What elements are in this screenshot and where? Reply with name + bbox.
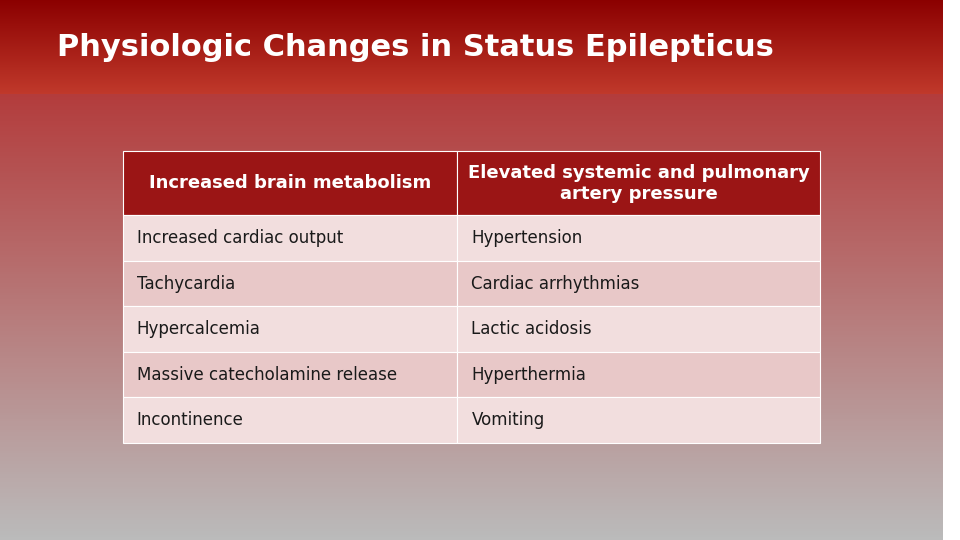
Text: Increased cardiac output: Increased cardiac output [136, 229, 343, 247]
Bar [123, 215, 457, 261]
Bar [457, 352, 820, 397]
Text: Elevated systemic and pulmonary
artery pressure: Elevated systemic and pulmonary artery p… [468, 164, 809, 202]
Text: Cardiac arrhythmias: Cardiac arrhythmias [471, 274, 639, 293]
Bar [123, 352, 457, 397]
Bar [457, 306, 820, 352]
Bar [123, 261, 457, 306]
Text: Incontinence: Incontinence [136, 411, 244, 429]
Text: Tachycardia: Tachycardia [136, 274, 235, 293]
Text: Hyperthermia: Hyperthermia [471, 366, 587, 383]
Text: Massive catecholamine release: Massive catecholamine release [136, 366, 396, 383]
Bar [123, 397, 457, 443]
Bar [457, 215, 820, 261]
Bar [457, 151, 820, 215]
Bar [457, 261, 820, 306]
Bar [457, 397, 820, 443]
Text: Lactic acidosis: Lactic acidosis [471, 320, 592, 338]
Bar [123, 306, 457, 352]
Text: Vomiting: Vomiting [471, 411, 544, 429]
Text: Hypertension: Hypertension [471, 229, 583, 247]
Text: Hypercalcemia: Hypercalcemia [136, 320, 260, 338]
Bar [123, 151, 457, 215]
Text: Increased brain metabolism: Increased brain metabolism [149, 174, 431, 192]
Text: Physiologic Changes in Status Epilepticus: Physiologic Changes in Status Epilepticu… [57, 33, 774, 62]
